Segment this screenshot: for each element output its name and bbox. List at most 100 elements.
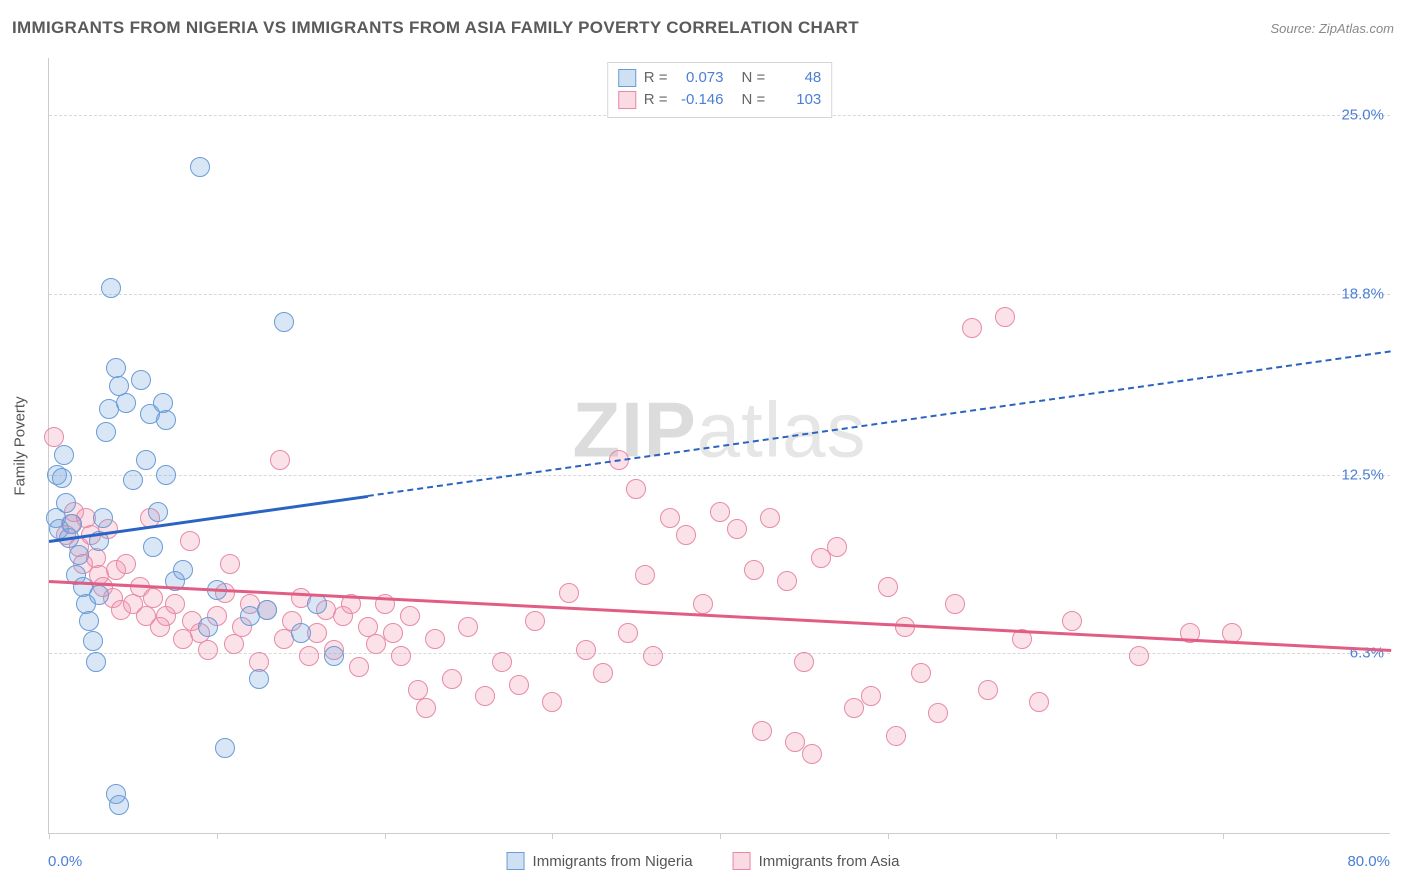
data-point — [83, 631, 103, 651]
stat-r-value: 0.073 — [676, 67, 724, 89]
xtick — [552, 833, 553, 839]
gridline — [49, 653, 1390, 654]
legend-bottom: Immigrants from Nigeria Immigrants from A… — [507, 852, 900, 870]
data-point — [180, 531, 200, 551]
data-point — [928, 703, 948, 723]
data-point — [978, 680, 998, 700]
data-point — [400, 606, 420, 626]
data-point — [270, 450, 290, 470]
data-point — [79, 611, 99, 631]
data-point — [391, 646, 411, 666]
plot-area: ZIPatlas 6.3%12.5%18.8%25.0%R = 0.073N =… — [48, 58, 1390, 834]
data-point — [93, 508, 113, 528]
data-point — [249, 669, 269, 689]
legend-swatch — [507, 852, 525, 870]
data-point — [895, 617, 915, 637]
ytick-label: 12.5% — [1341, 466, 1384, 483]
legend-item: Immigrants from Nigeria — [507, 852, 693, 870]
data-point — [752, 721, 772, 741]
legend-item: Immigrants from Asia — [733, 852, 900, 870]
stat-n-label: N = — [742, 67, 766, 89]
data-point — [349, 657, 369, 677]
stat-r-label: R = — [644, 67, 668, 89]
data-point — [802, 744, 822, 764]
data-point — [257, 600, 277, 620]
xaxis-min-label: 0.0% — [48, 853, 82, 870]
data-point — [1062, 611, 1082, 631]
data-point — [156, 465, 176, 485]
legend-swatch — [618, 91, 636, 109]
stat-n-value: 103 — [773, 89, 821, 111]
data-point — [458, 617, 478, 637]
data-point — [123, 470, 143, 490]
data-point — [89, 585, 109, 605]
data-point — [116, 393, 136, 413]
stat-n-value: 48 — [773, 67, 821, 89]
xtick — [888, 833, 889, 839]
data-point — [69, 545, 89, 565]
xtick — [49, 833, 50, 839]
ytick-label: 18.8% — [1341, 285, 1384, 302]
data-point — [643, 646, 663, 666]
legend-label: Immigrants from Asia — [759, 853, 900, 870]
data-point — [794, 652, 814, 672]
data-point — [52, 468, 72, 488]
data-point — [425, 629, 445, 649]
data-point — [576, 640, 596, 660]
data-point — [593, 663, 613, 683]
data-point — [148, 502, 168, 522]
data-point — [62, 514, 82, 534]
yaxis-title: Family Poverty — [12, 396, 29, 495]
data-point — [215, 738, 235, 758]
legend-stats: R = 0.073 N = 48R = -0.146N = 103 — [607, 62, 833, 118]
data-point — [995, 307, 1015, 327]
data-point — [442, 669, 462, 689]
data-point — [299, 646, 319, 666]
data-point — [274, 312, 294, 332]
data-point — [475, 686, 495, 706]
data-point — [136, 450, 156, 470]
data-point — [618, 623, 638, 643]
stat-r-value: -0.146 — [676, 89, 724, 111]
legend-stats-row: R = -0.146N = 103 — [618, 89, 822, 111]
data-point — [911, 663, 931, 683]
data-point — [291, 623, 311, 643]
data-point — [945, 594, 965, 614]
data-point — [744, 560, 764, 580]
data-point — [143, 537, 163, 557]
data-point — [131, 370, 151, 390]
watermark-prefix: ZIP — [572, 386, 696, 474]
legend-swatch — [618, 69, 636, 87]
data-point — [54, 445, 74, 465]
data-point — [676, 525, 696, 545]
data-point — [886, 726, 906, 746]
ytick-label: 25.0% — [1341, 107, 1384, 124]
data-point — [777, 571, 797, 591]
data-point — [626, 479, 646, 499]
data-point — [635, 565, 655, 585]
data-point — [56, 493, 76, 513]
data-point — [492, 652, 512, 672]
data-point — [962, 318, 982, 338]
data-point — [1129, 646, 1149, 666]
data-point — [101, 278, 121, 298]
data-point — [710, 502, 730, 522]
xaxis-max-label: 80.0% — [1347, 853, 1390, 870]
data-point — [96, 422, 116, 442]
data-point — [727, 519, 747, 539]
data-point — [198, 640, 218, 660]
data-point — [1029, 692, 1049, 712]
xtick — [385, 833, 386, 839]
data-point — [693, 594, 713, 614]
gridline — [49, 475, 1390, 476]
xtick — [1223, 833, 1224, 839]
data-point — [525, 611, 545, 631]
data-point — [190, 157, 210, 177]
stat-r-label: R = — [644, 89, 668, 111]
data-point — [383, 623, 403, 643]
title-bar: IMMIGRANTS FROM NIGERIA VS IMMIGRANTS FR… — [12, 18, 1394, 38]
source-label: Source: ZipAtlas.com — [1270, 21, 1394, 36]
xtick — [217, 833, 218, 839]
data-point — [559, 583, 579, 603]
data-point — [878, 577, 898, 597]
